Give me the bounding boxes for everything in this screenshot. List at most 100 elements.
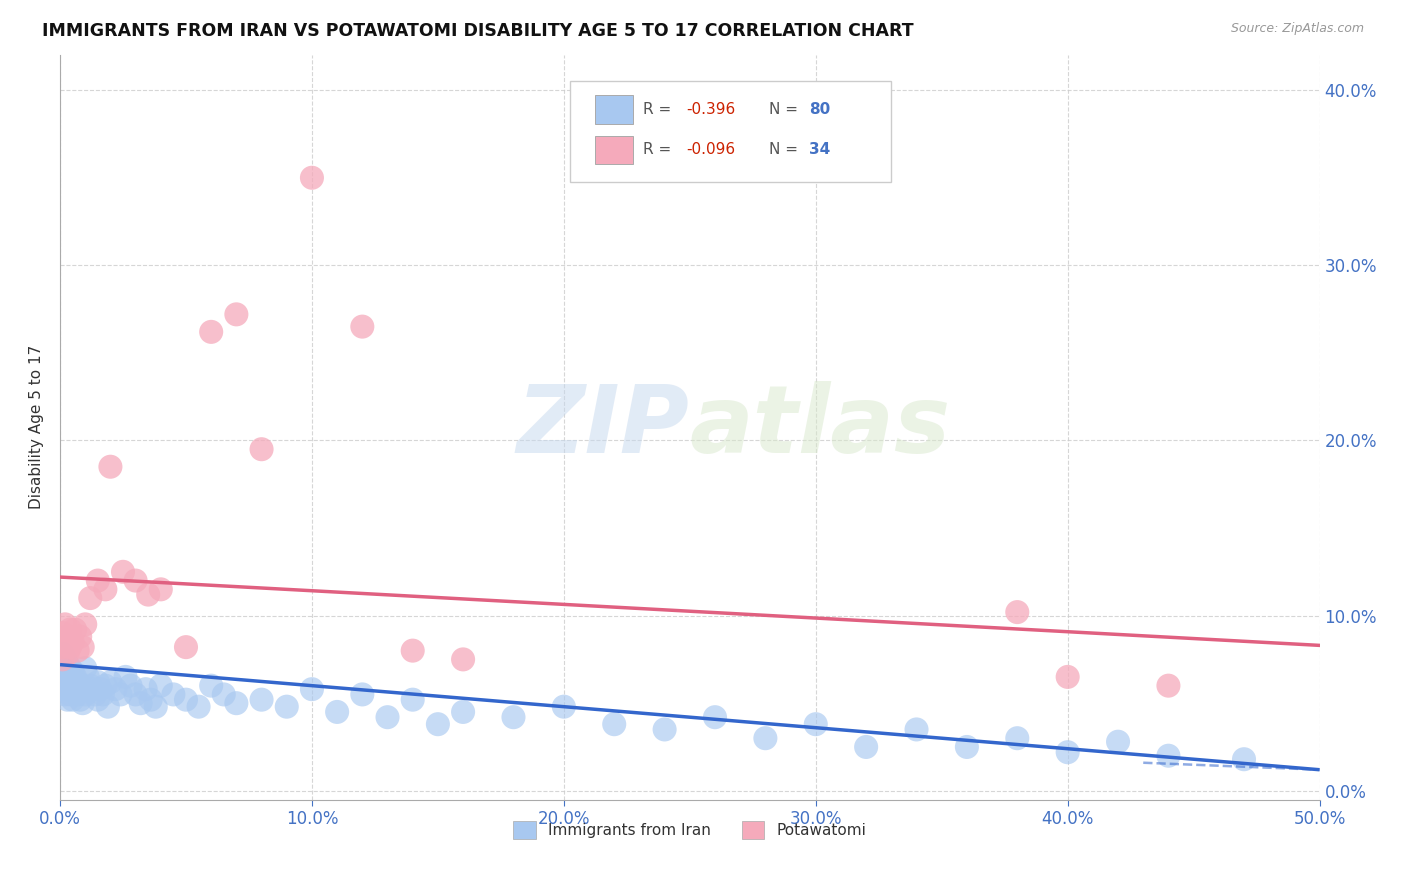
Point — [51, 647, 73, 661]
Text: -0.396: -0.396 — [686, 102, 735, 117]
Point — [124, 687, 146, 701]
Point — [53, 682, 76, 697]
Point — [956, 739, 979, 754]
Point — [212, 687, 235, 701]
Point — [94, 582, 117, 597]
Point — [1157, 679, 1180, 693]
Text: 80: 80 — [810, 102, 831, 117]
Point — [1007, 731, 1029, 746]
Point — [59, 640, 82, 654]
Point — [301, 170, 323, 185]
Point — [87, 574, 110, 588]
Point — [87, 675, 110, 690]
Point — [110, 687, 132, 701]
Point — [51, 679, 73, 693]
FancyBboxPatch shape — [595, 136, 633, 164]
Point — [804, 717, 827, 731]
Point — [1056, 745, 1078, 759]
Point — [905, 723, 928, 737]
Point — [62, 692, 84, 706]
Point — [75, 687, 97, 701]
Text: atlas: atlas — [690, 381, 950, 474]
Point — [100, 675, 122, 690]
Text: N =: N = — [769, 102, 803, 117]
Point — [149, 582, 172, 597]
Point — [79, 591, 101, 606]
Point — [56, 682, 79, 697]
Point — [250, 442, 273, 457]
Point — [53, 687, 76, 701]
Point — [91, 687, 114, 701]
Point — [66, 687, 89, 701]
Point — [1157, 748, 1180, 763]
Point — [654, 723, 676, 737]
Point — [56, 657, 79, 672]
Point — [451, 652, 474, 666]
Point — [75, 617, 97, 632]
Point — [326, 705, 349, 719]
Point — [855, 739, 877, 754]
Text: Source: ZipAtlas.com: Source: ZipAtlas.com — [1230, 22, 1364, 36]
Point — [63, 670, 86, 684]
Point — [187, 699, 209, 714]
Point — [402, 643, 425, 657]
Point — [72, 696, 94, 710]
Point — [145, 699, 167, 714]
Point — [53, 675, 76, 690]
Point — [84, 687, 107, 701]
Point — [754, 731, 776, 746]
Point — [124, 574, 146, 588]
Point — [97, 699, 120, 714]
Point — [402, 692, 425, 706]
Point — [129, 696, 152, 710]
Point — [225, 307, 247, 321]
Point — [111, 565, 134, 579]
Point — [100, 459, 122, 474]
Point — [56, 692, 79, 706]
Point — [69, 630, 91, 644]
Point — [51, 661, 73, 675]
Point — [120, 679, 142, 693]
Point — [87, 692, 110, 706]
Point — [352, 319, 374, 334]
Point — [136, 588, 159, 602]
Point — [89, 682, 111, 697]
Point — [250, 692, 273, 706]
Point — [59, 623, 82, 637]
Point — [377, 710, 399, 724]
Point — [62, 665, 84, 679]
Point — [76, 670, 98, 684]
Text: -0.096: -0.096 — [686, 142, 735, 157]
Point — [200, 679, 222, 693]
Point — [139, 692, 162, 706]
Point — [53, 617, 76, 632]
Point — [63, 682, 86, 697]
Point — [174, 640, 197, 654]
Point — [451, 705, 474, 719]
Point — [149, 679, 172, 693]
Point — [59, 687, 82, 701]
Point — [79, 679, 101, 693]
Point — [59, 675, 82, 690]
Point — [704, 710, 727, 724]
Point — [66, 675, 89, 690]
Point — [426, 717, 449, 731]
Point — [174, 692, 197, 706]
Point — [104, 682, 127, 697]
Point — [56, 630, 79, 644]
Point — [69, 679, 91, 693]
Point — [1007, 605, 1029, 619]
Text: IMMIGRANTS FROM IRAN VS POTAWATOMI DISABILITY AGE 5 TO 17 CORRELATION CHART: IMMIGRANTS FROM IRAN VS POTAWATOMI DISAB… — [42, 22, 914, 40]
Point — [1107, 735, 1129, 749]
Point — [53, 665, 76, 679]
Point — [53, 652, 76, 666]
Point — [56, 647, 79, 661]
Point — [276, 699, 298, 714]
Point — [51, 640, 73, 654]
Point — [1056, 670, 1078, 684]
Text: R =: R = — [643, 142, 676, 157]
Point — [225, 696, 247, 710]
Point — [59, 661, 82, 675]
Point — [162, 687, 184, 701]
Point — [72, 682, 94, 697]
